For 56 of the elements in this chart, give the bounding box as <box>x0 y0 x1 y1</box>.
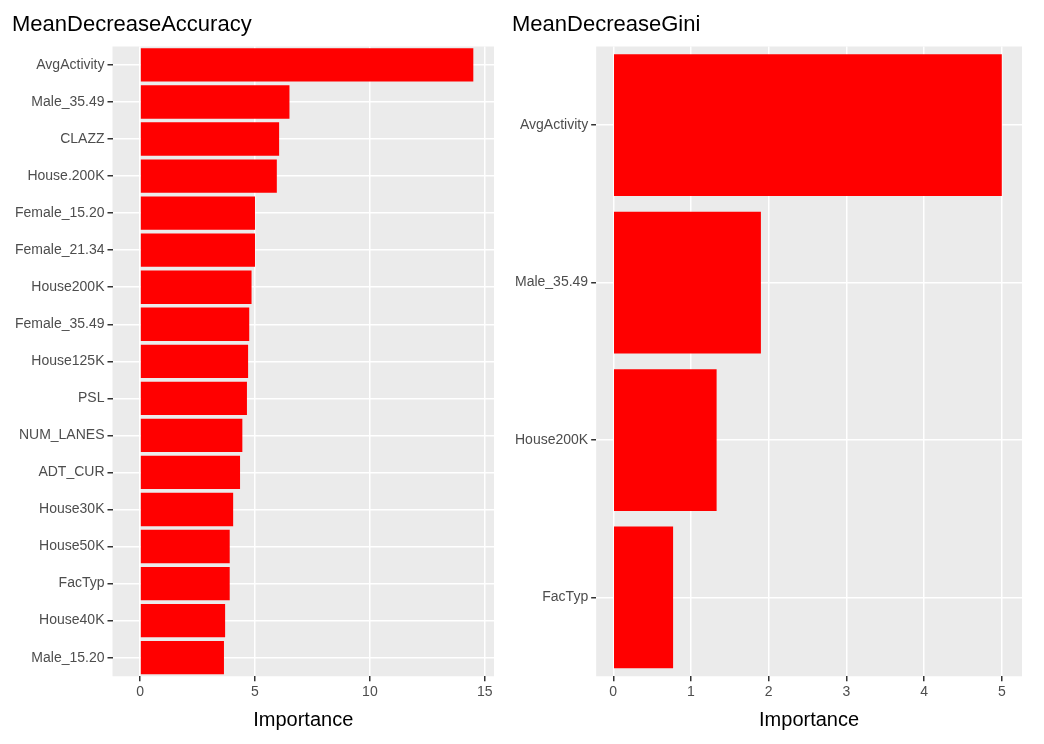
y-tick-label: Male_15.20 <box>31 648 105 665</box>
x-tick-label: 10 <box>362 683 378 700</box>
x-tick-label: 1 <box>687 683 696 700</box>
bar <box>614 369 717 511</box>
y-tick-label: NUM_LANES <box>18 426 105 443</box>
bar <box>614 211 761 354</box>
bar <box>614 526 674 669</box>
x-tick-label: 5 <box>251 683 260 700</box>
y-tick-label: Male_35.49 <box>514 273 589 290</box>
bar <box>140 122 280 156</box>
x-axis-title: Importance <box>759 707 860 730</box>
bar <box>140 270 252 304</box>
bar <box>614 54 1002 196</box>
y-tick-label: House200K <box>31 278 106 295</box>
y-tick-label: Female_35.49 <box>14 315 105 332</box>
y-tick-label: CLAZZ <box>60 129 105 146</box>
bar <box>140 566 230 601</box>
y-tick-label: FacTyp <box>58 574 105 591</box>
chart-title: MeanDecreaseGini <box>512 11 701 37</box>
y-tick-label: FacTyp <box>542 588 589 605</box>
x-tick-label: 3 <box>842 683 851 700</box>
y-tick-label: PSL <box>78 389 105 406</box>
x-tick-label: 2 <box>764 683 773 700</box>
y-tick-label: House30K <box>39 500 106 517</box>
bar <box>140 603 226 638</box>
y-tick-label: AvgActivity <box>519 115 589 132</box>
bar <box>140 455 241 490</box>
y-tick-label: House.200K <box>27 166 106 183</box>
y-tick-label: House200K <box>514 430 589 447</box>
bar <box>140 492 234 527</box>
y-tick-label: House40K <box>39 611 106 628</box>
y-tick-label: Female_21.34 <box>14 241 105 258</box>
bar <box>140 307 250 341</box>
bar <box>140 344 249 378</box>
chart-title: MeanDecreaseAccuracy <box>12 11 252 37</box>
bar <box>140 85 290 119</box>
bar <box>140 641 224 675</box>
x-tick-label: 4 <box>920 683 929 700</box>
x-tick-label: 0 <box>609 683 618 700</box>
y-tick-label: House50K <box>39 537 106 554</box>
bar <box>140 529 230 564</box>
x-tick-label: 0 <box>136 683 145 700</box>
bar <box>140 381 247 416</box>
x-axis-title: Importance <box>253 707 354 730</box>
y-tick-label: Male_35.49 <box>31 92 105 109</box>
bar <box>140 418 243 453</box>
bar <box>140 233 255 267</box>
x-tick-label: 5 <box>997 683 1006 700</box>
bar <box>140 196 255 230</box>
x-tick-label: 15 <box>477 683 493 700</box>
y-tick-label: House125K <box>31 352 106 369</box>
y-tick-label: Female_15.20 <box>14 203 105 220</box>
y-tick-label: ADT_CUR <box>38 463 105 480</box>
bar <box>140 159 277 193</box>
y-tick-label: AvgActivity <box>36 55 105 72</box>
bar <box>140 48 474 82</box>
